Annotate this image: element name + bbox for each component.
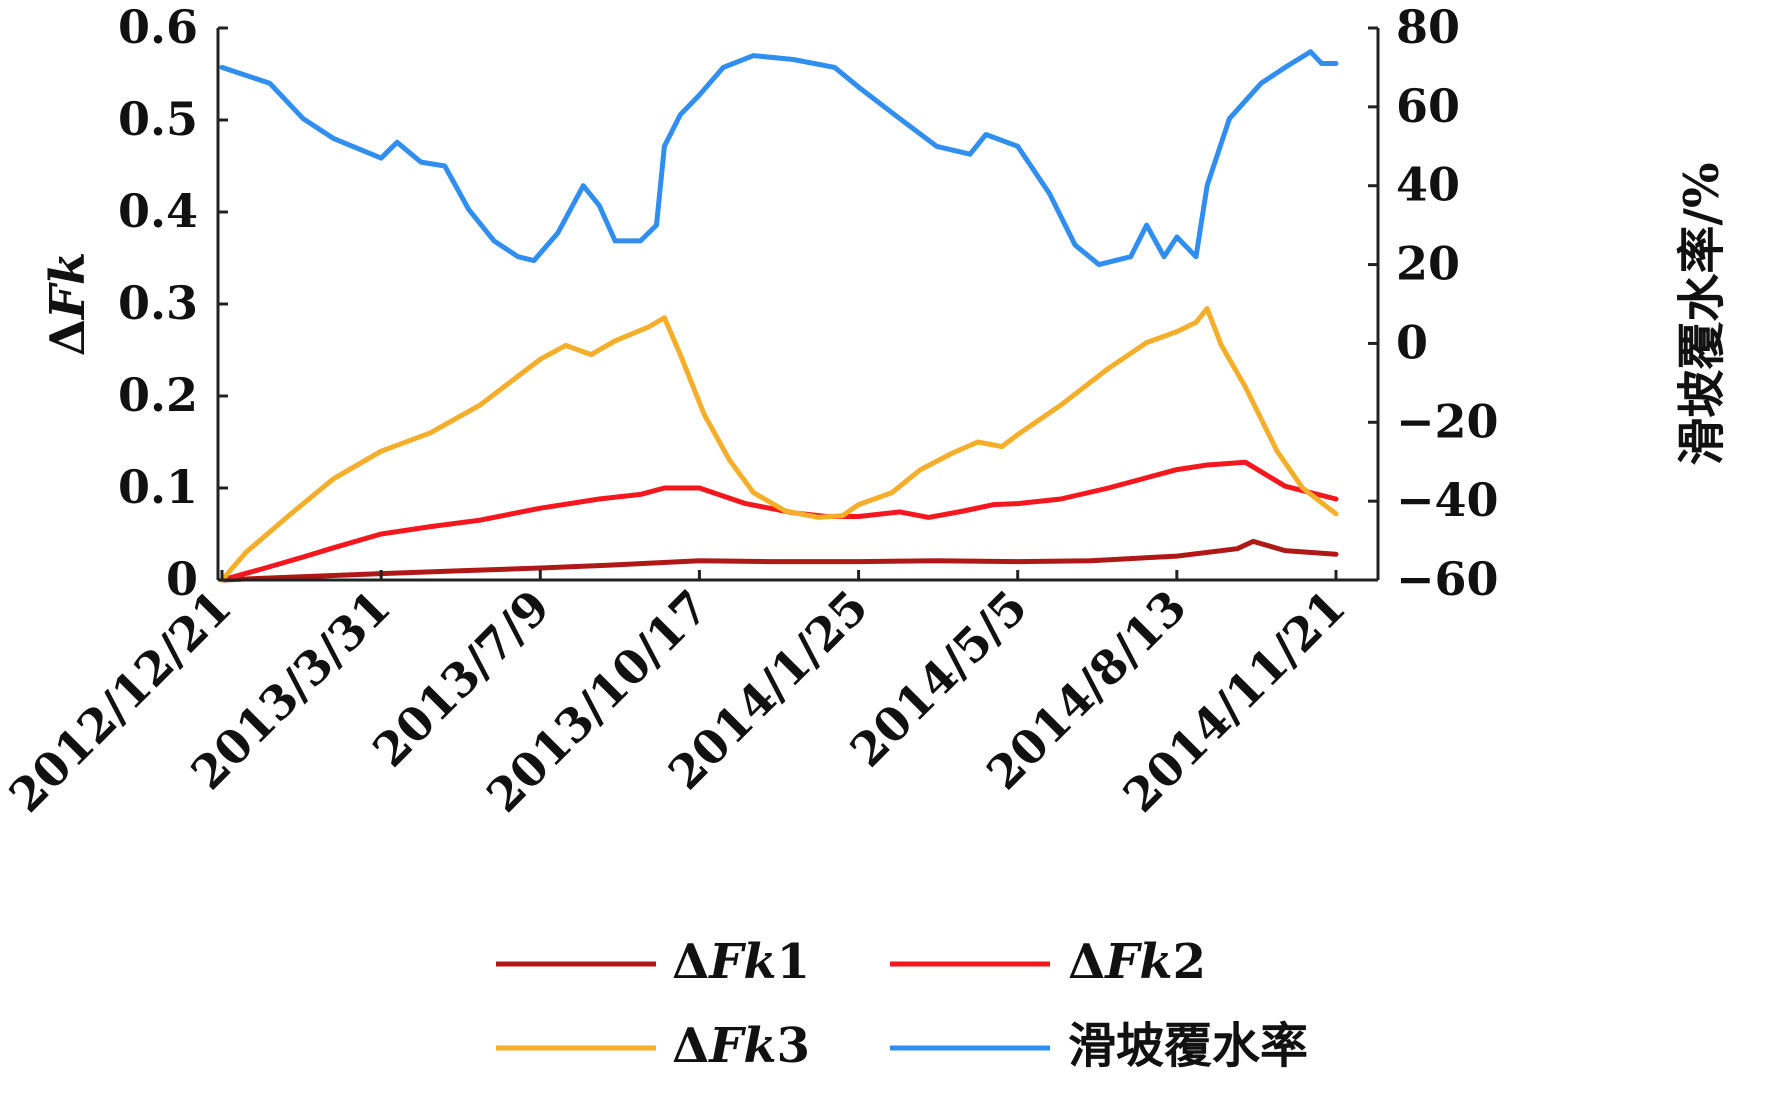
left-tick-label: 0.1 [118, 460, 198, 514]
left-axis-title-prefix: Δ [40, 319, 96, 356]
right-tick-label: −20 [1396, 394, 1499, 448]
right-tick-label: 60 [1396, 79, 1460, 133]
legend-label-2: ΔFk2 [1068, 934, 1206, 990]
legend-label-prefix: Δ [672, 934, 709, 990]
left-tick-label: 0.2 [118, 368, 198, 422]
left-tick-label: 0.3 [118, 276, 198, 330]
left-tick-label: 0.6 [118, 0, 198, 54]
right-tick-label: −60 [1396, 552, 1499, 606]
right-tick-label: 40 [1396, 158, 1460, 212]
series-group [219, 49, 1339, 583]
legend-label-3: ΔFk3 [672, 1018, 810, 1074]
legend-label-italic: Fk [707, 1018, 776, 1074]
right-tick-label: 80 [1396, 0, 1460, 54]
legend-label-prefix: Δ [1068, 934, 1105, 990]
legend-label-4: 滑坡覆水率 [1068, 1018, 1308, 1074]
left-tick-label: 0.4 [118, 184, 198, 238]
legend-label-suffix: 1 [777, 934, 810, 990]
right-tick-label: 0 [1396, 315, 1428, 369]
left-tick-label: 0.5 [118, 92, 198, 146]
legend-label-suffix: 3 [777, 1018, 810, 1074]
legend-label-prefix: Δ [672, 1018, 709, 1074]
legend-label-italic: Fk [1103, 934, 1172, 990]
right-tick-label: −40 [1396, 473, 1499, 527]
left-axis-title: ΔFk [40, 252, 96, 357]
right-tick-label: 20 [1396, 237, 1460, 291]
series-line-1 [219, 538, 1339, 583]
legend-label-1: ΔFk1 [672, 934, 810, 990]
series-line-4 [219, 49, 1339, 268]
series-line-3 [219, 306, 1339, 583]
legend-label-italic: Fk [707, 934, 776, 990]
left-tick-label: 0 [166, 552, 198, 606]
legend-label-suffix: 2 [1173, 934, 1206, 990]
right-axis-title: 滑坡覆水率/% [1674, 162, 1730, 465]
legend-label-suffix: 滑坡覆水率 [1068, 1018, 1308, 1074]
left-axis-title-italic: Fk [40, 252, 96, 321]
